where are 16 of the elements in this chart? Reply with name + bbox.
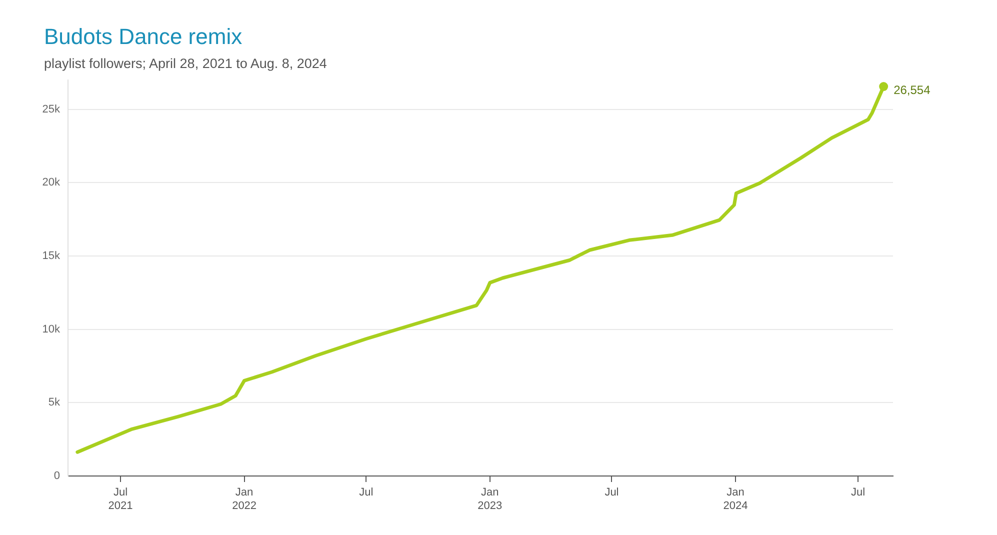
annotation: 26,554 [894,82,931,97]
y-tick-label: 5k [48,396,60,409]
y-tick-label: 15k [42,250,60,262]
x-tick-label: Jul [359,486,374,499]
chart-subtitle: playlist followers; April 28, 2021 to Aug. 8, 2024 [44,56,327,71]
x-tick-label: Jul 2021 [108,486,133,512]
y-tick-label: 0 [54,470,60,482]
y-tick-label: 25k [42,103,60,116]
x-tick-label: Jan 2022 [232,486,257,512]
y-tick-label: 10k [42,323,60,336]
chart-title: Budots Dance remix [44,24,242,50]
x-tick-label: Jan 2023 [478,486,502,512]
x-tick-label: Jan 2024 [723,486,748,512]
y-tick-label: 20k [42,176,60,189]
x-tick-label: Jul [850,486,866,499]
x-tick-label: Jul [604,486,619,499]
